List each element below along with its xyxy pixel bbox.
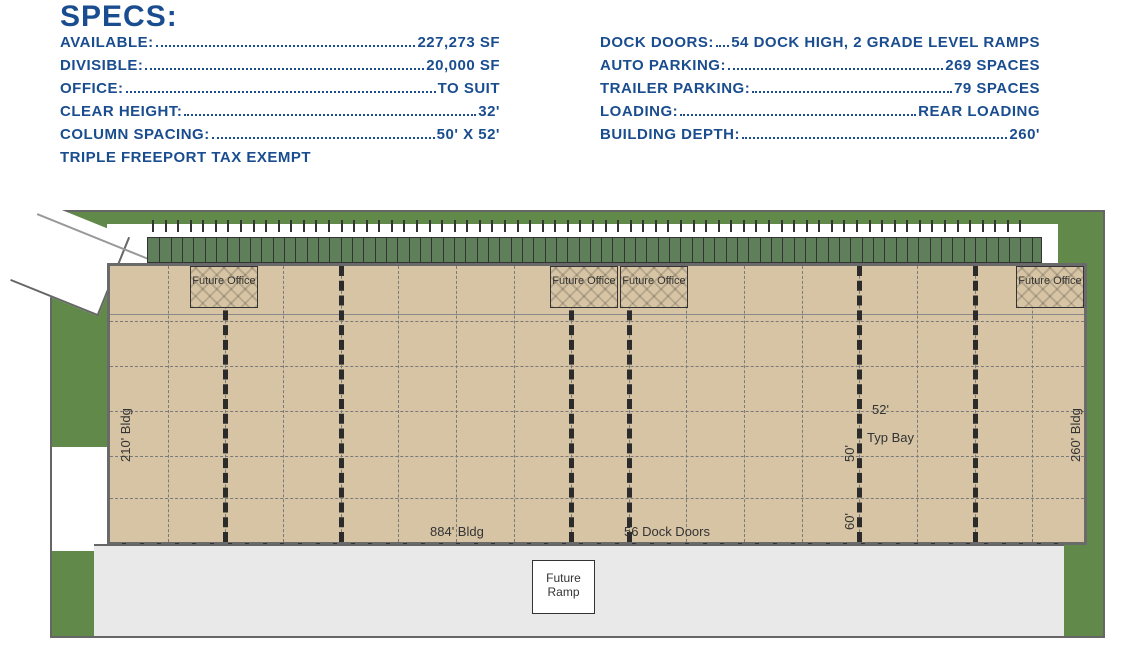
spec-label: COLUMN SPACING: — [60, 126, 210, 143]
spec-row: TRIPLE FREEPORT TAX EXEMPT — [60, 149, 500, 166]
spec-label: AUTO PARKING: — [600, 57, 726, 74]
spec-row: BUILDING DEPTH: 260' — [600, 126, 1040, 143]
spec-label: AVAILABLE: — [60, 34, 154, 51]
left-depth-label: 210' Bldg — [118, 408, 133, 462]
dock-label: 56 Dock Doors — [624, 524, 710, 539]
spec-dot-leader — [680, 114, 916, 116]
spec-row: COLUMN SPACING: 50' X 52' — [60, 126, 500, 143]
spec-row: OFFICE: TO SUIT — [60, 80, 500, 97]
specs-column-right: DOCK DOORS: 54 DOCK HIGH, 2 GRADE LEVEL R… — [600, 34, 1040, 172]
spec-value: 50' X 52' — [437, 126, 500, 143]
spec-row: LOADING: REAR LOADING — [600, 103, 1040, 120]
end-bay-label: 60' — [842, 513, 857, 530]
spec-dot-leader — [156, 45, 416, 47]
spec-value: 227,273 SF — [417, 34, 500, 51]
specs-heading: SPECS: — [60, 0, 1060, 34]
spec-label: CLEAR HEIGHT: — [60, 103, 182, 120]
spec-dot-leader — [716, 45, 729, 47]
trailer-parking-strip — [147, 237, 1042, 263]
future-office-box: Future Office — [550, 266, 618, 308]
spec-label: BUILDING DEPTH: — [600, 126, 740, 143]
future-office-box: Future Office — [620, 266, 688, 308]
site-plan: Future OfficeFuture OfficeFuture OfficeF… — [50, 210, 1105, 638]
spec-value: REAR LOADING — [918, 103, 1040, 120]
trailer-ticks-top — [152, 220, 1032, 232]
spec-row: AUTO PARKING: 269 SPACES — [600, 57, 1040, 74]
spec-label: DOCK DOORS: — [600, 34, 714, 51]
spec-dot-leader — [145, 68, 424, 70]
spec-label: TRAILER PARKING: — [600, 80, 750, 97]
spec-label: LOADING: — [600, 103, 678, 120]
future-office-box: Future Office — [1016, 266, 1084, 308]
spec-dot-leader — [126, 91, 436, 93]
spec-value: 269 SPACES — [945, 57, 1040, 74]
building-step-line — [110, 314, 1084, 315]
specs-column-left: AVAILABLE: 227,273 SF DIVISIBLE: 20,000 SF O… — [60, 34, 500, 172]
bay-height-label: 50' — [842, 445, 857, 462]
bay-width-label: 52' — [872, 402, 889, 417]
width-label: 884' Bldg — [430, 524, 484, 539]
spec-value: 54 DOCK HIGH, 2 GRADE LEVEL RAMPS — [731, 34, 1040, 51]
grass-bottom-left — [52, 551, 94, 636]
building-footprint: Future OfficeFuture OfficeFuture OfficeF… — [107, 263, 1087, 545]
spec-value: 20,000 SF — [426, 57, 500, 74]
spec-row: AVAILABLE: 227,273 SF — [60, 34, 500, 51]
spec-value: 32' — [478, 103, 500, 120]
spec-value: 260' — [1009, 126, 1040, 143]
spec-row: CLEAR HEIGHT: 32' — [60, 103, 500, 120]
spec-dot-leader — [212, 137, 435, 139]
spec-value: TO SUIT — [438, 80, 500, 97]
future-ramp-box: Future Ramp — [532, 560, 595, 614]
spec-value: 79 SPACES — [954, 80, 1040, 97]
spec-label: OFFICE: — [60, 80, 124, 97]
spec-dot-leader — [742, 137, 1007, 139]
spec-dot-leader — [728, 68, 943, 70]
right-depth-label: 260' Bldg — [1068, 408, 1083, 462]
future-office-box: Future Office — [190, 266, 258, 308]
typ-bay-label: Typ Bay — [867, 430, 914, 445]
spec-dot-leader — [752, 91, 952, 93]
future-ramp-label: Future Ramp — [546, 571, 581, 599]
spec-label: TRIPLE FREEPORT TAX EXEMPT — [60, 149, 311, 166]
spec-row: DOCK DOORS: 54 DOCK HIGH, 2 GRADE LEVEL R… — [600, 34, 1040, 51]
spec-row: TRAILER PARKING: 79 SPACES — [600, 80, 1040, 97]
spec-dot-leader — [184, 114, 476, 116]
spec-label: DIVISIBLE: — [60, 57, 143, 74]
spec-row: DIVISIBLE: 20,000 SF — [60, 57, 500, 74]
